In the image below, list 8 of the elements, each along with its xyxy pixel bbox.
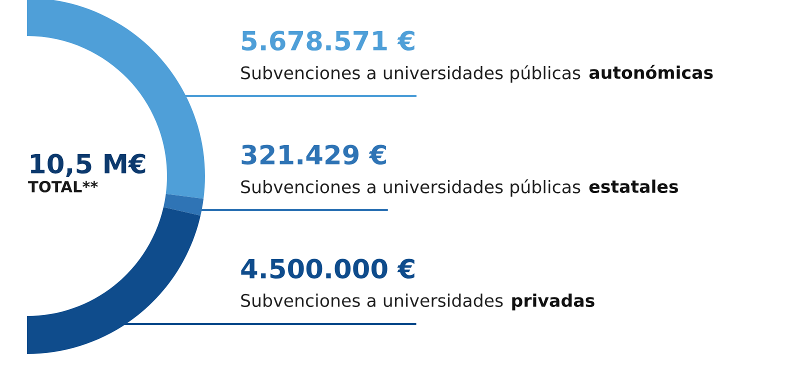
slice-label: Subvenciones a universidades públicas estatales [241, 179, 678, 197]
text: 10,5 M€ [30, 154, 146, 178]
data-label: 321.429 € [242, 144, 386, 165]
slice-label: Subvenciones a universidades públicas autonómicas [241, 64, 713, 83]
slice-label: Subvenciones a universidades privadas [241, 294, 594, 310]
text: TOTAL** [28, 180, 98, 192]
data-label: 5.678.571 € [242, 30, 414, 51]
data-label: 4.500.000 € [241, 258, 414, 279]
